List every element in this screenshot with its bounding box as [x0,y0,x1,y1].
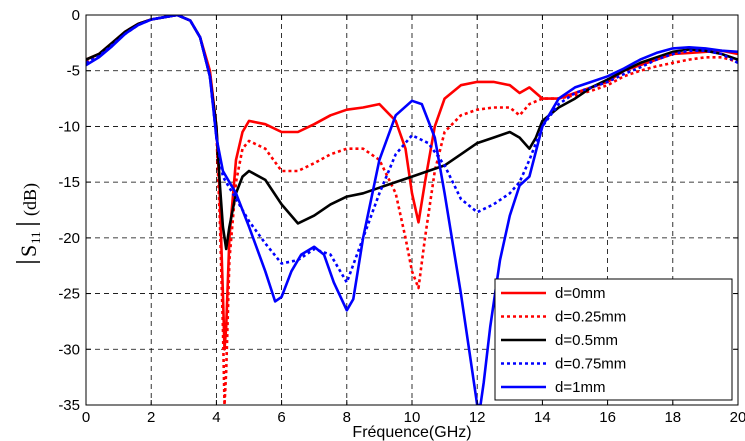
y-axis-title-unit: (dB) [20,183,41,216]
y-tick-label: 0 [72,7,80,24]
legend-label-1: d=0.25mm [555,309,626,326]
y-axis-title: S 11 (dB) [16,183,43,263]
series-lines [86,15,738,405]
y-tick-label: -30 [58,341,80,358]
x-tick-label: 20 [730,409,745,426]
x-tick-label: 16 [599,409,616,426]
y-tick-label: -20 [58,230,80,247]
x-tick-label: 4 [212,409,220,426]
y-tick-label: -5 [67,63,80,80]
y-tick-label: -35 [58,397,80,414]
x-tick-label: 6 [277,409,285,426]
y-tick-label: -25 [58,286,80,303]
y-tick-label: -10 [58,118,80,135]
series-line-1 [86,15,738,405]
x-tick-label: 18 [664,409,681,426]
y-tick-label: -15 [58,174,80,191]
y-axis-title-subscript: 11 [28,231,43,244]
series-line-4 [86,15,738,405]
x-tick-label: 10 [404,409,421,426]
x-tick-label: 12 [469,409,486,426]
x-axis-title: Fréquence(GHz) [352,424,471,441]
x-tick-label: 2 [147,409,155,426]
legend-label-4: d=1mm [555,379,605,396]
axis-ticks: 0 2 4 6 8 10 12 14 16 18 20 0 -5 -10 -15 -20 -25 -30 -35 [58,7,745,426]
series-line-3 [86,15,738,284]
y-axis-title-main: S [16,245,41,257]
x-tick-label: 0 [82,409,90,426]
legend-label-3: d=0.75mm [555,356,626,373]
legend-label-0: d=0mm [555,285,605,302]
x-tick-label: 8 [343,409,351,426]
legend-label-2: d=0.5mm [555,332,618,349]
x-tick-label: 14 [534,409,551,426]
legend: d=0mm d=0.25mm d=0.5mm d=0.75mm d=1mm [494,278,733,401]
